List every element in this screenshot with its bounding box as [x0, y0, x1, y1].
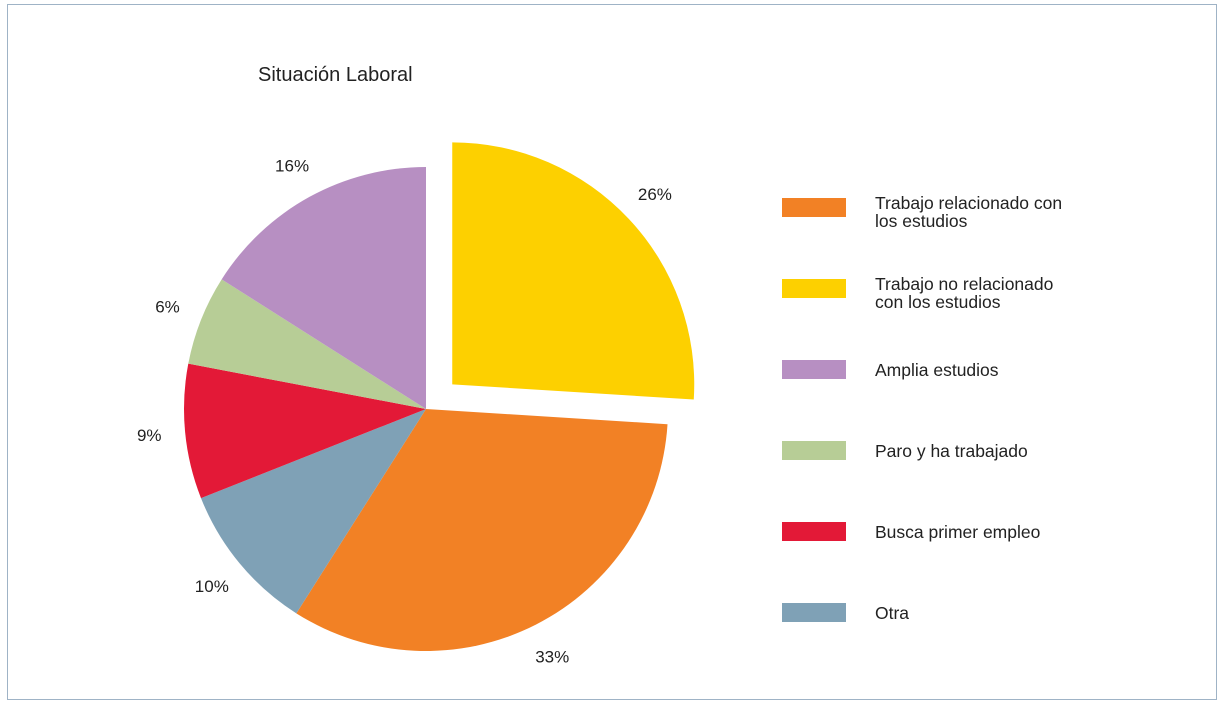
pie-slice-3: [200, 409, 426, 614]
legend-label: Amplia estudios: [875, 361, 1105, 379]
legend-label-line: Amplia estudios: [875, 360, 999, 380]
chart-title: Situación Laboral: [258, 64, 413, 86]
pie-slice-label-3: 10%: [195, 577, 229, 596]
legend-label: Paro y ha trabajado: [875, 442, 1105, 460]
legend-swatch: [782, 603, 846, 622]
legend-swatch: [782, 279, 846, 298]
legend-label: Trabajo no relacionado con los estudios: [875, 275, 1105, 311]
legend-item: Trabajo relacionado con los estudios: [782, 194, 1162, 238]
legend-item: Trabajo no relacionado con los estudios: [782, 275, 1162, 319]
legend-label: Otra: [875, 604, 1105, 622]
legend-swatch: [782, 360, 846, 379]
legend-label-line: Trabajo relacionado con: [875, 193, 1063, 213]
legend-label: Busca primer empleo: [875, 523, 1105, 541]
legend-item: Paro y ha trabajado: [782, 437, 1162, 481]
legend-item: Busca primer empleo: [782, 518, 1162, 562]
legend-item: Amplia estudios: [782, 356, 1162, 400]
legend-swatch: [782, 522, 846, 541]
pie-slice-label-2: 33%: [535, 648, 569, 667]
pie-slice-2: [296, 409, 668, 651]
pie-slice-label-6: 16%: [275, 156, 309, 175]
legend-label-line: Paro y ha trabajado: [875, 441, 1028, 461]
pie-slice-5: [188, 279, 426, 409]
legend-label-line: los estudios: [875, 211, 968, 231]
legend-label-line: Trabajo no relacionado: [875, 274, 1054, 294]
legend-swatch: [782, 441, 846, 460]
legend-item: Otra: [782, 599, 1162, 643]
legend-swatch: [782, 198, 846, 217]
pie-slice-label-1: 26%: [638, 185, 672, 204]
legend-label-line: Busca primer empleo: [875, 522, 1041, 542]
pie-slice-label-4: 9%: [137, 426, 162, 445]
legend-label-line: Otra: [875, 603, 910, 623]
legend-label: Trabajo relacionado con los estudios: [875, 194, 1105, 230]
pie-slice-4: [184, 363, 426, 499]
pie-slice-1: [452, 142, 695, 400]
pie-slice-6: [221, 167, 426, 409]
legend-label-line: con los estudios: [875, 292, 1001, 312]
pie-slice-label-5: 6%: [155, 298, 180, 317]
